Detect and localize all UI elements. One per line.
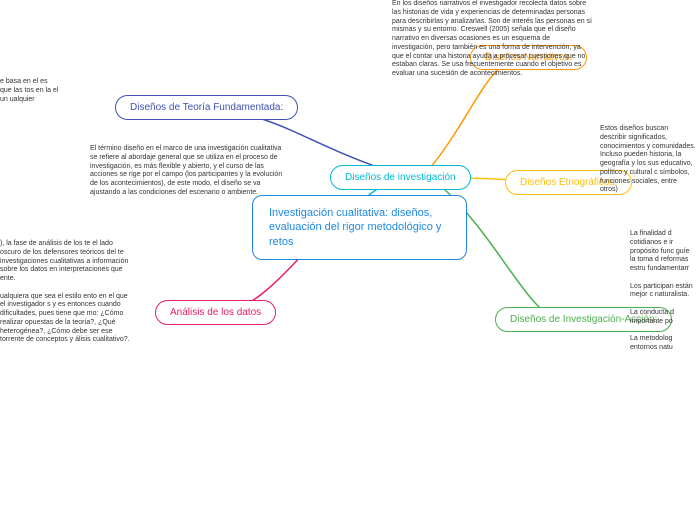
center-node[interactable]: Investigación cualitativa: diseños, eval… bbox=[252, 195, 467, 260]
desc-analisis: ), la fase de análisis de los te el lado… bbox=[0, 240, 130, 345]
desc-teoria: e basa en el es que las tos en la el un … bbox=[0, 78, 60, 104]
desc-accion: La finalidad d cotidianos e ir propósito… bbox=[630, 230, 696, 353]
node-analisis[interactable]: Análisis de los datos bbox=[155, 300, 276, 325]
desc-etnograficos: Estos diseños buscan describir significa… bbox=[600, 125, 696, 195]
node-teoria[interactable]: Diseños de Teoría Fundamentada: bbox=[115, 95, 298, 120]
desc-disenos: El término diseño en el marco de una inv… bbox=[90, 145, 290, 198]
desc-narrativos: En los diseños narrativos el investigado… bbox=[392, 0, 592, 79]
node-disenos[interactable]: Diseños de investigación bbox=[330, 165, 471, 190]
